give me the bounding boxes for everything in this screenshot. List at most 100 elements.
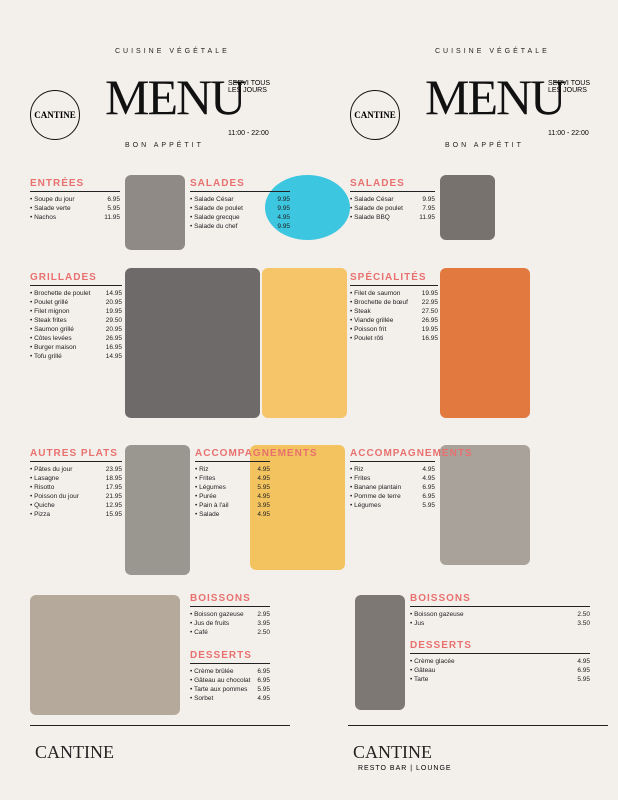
- photo: [440, 268, 530, 418]
- menu-item: Salade de poulet 9.95: [190, 204, 290, 213]
- menu-item: Lasagne 18.95: [30, 474, 122, 483]
- menu-item: Tarte aux pommes 5.95: [190, 685, 270, 694]
- menu-item: Salade du chef 9.95: [190, 222, 290, 231]
- menu-item: Salade BBQ 11.95: [350, 213, 435, 222]
- menu-section: SALADES Salade César 9.95 Salade de poulet 7…: [350, 178, 435, 222]
- item-name: Banane plantain: [350, 483, 401, 492]
- tagline: CUISINE VÉGÉTALE: [115, 48, 230, 55]
- menu-item: Steak 27.50: [350, 307, 438, 316]
- item-name: Salade grecque: [190, 213, 240, 222]
- menu-item: Brochette de poulet 14.95: [30, 289, 122, 298]
- item-price: 6.95: [422, 493, 435, 500]
- menu-item: Poulet grillé 20.95: [30, 298, 122, 307]
- menu-item: Filet de saumon 19.95: [350, 289, 438, 298]
- menu-item: Tarte 5.95: [410, 675, 590, 684]
- item-name: Gâteau: [410, 666, 435, 675]
- item-name: Salade César: [190, 195, 233, 204]
- item-name: Côtes levées: [30, 334, 72, 343]
- item-price: 4.95: [422, 475, 435, 482]
- item-name: Gâteau au chocolat: [190, 676, 250, 685]
- menu-section: DESSERTS Crème glacée 4.95 Gâteau 6.95 Tarte 5…: [410, 640, 590, 684]
- heading-text: SPÉCIALITÉS: [350, 272, 427, 283]
- heading-text: AUTRES PLATS: [30, 448, 118, 459]
- menu-item: Salade César 9.95: [190, 195, 290, 204]
- photo: [250, 445, 345, 570]
- menu-item: Gâteau au chocolat 6.95: [190, 676, 270, 685]
- item-price: 7.95: [422, 205, 435, 212]
- logo-text: CANTINE: [34, 110, 76, 120]
- item-name: Pizza: [30, 510, 50, 519]
- item-name: Poisson frit: [350, 325, 386, 334]
- item-price: 2.50: [577, 611, 590, 618]
- item-name: Brochette de bœuf: [350, 298, 408, 307]
- menu-item: Salade de poulet 7.95: [350, 204, 435, 213]
- footer-line: [348, 725, 608, 726]
- subtitle: BON APPÉTIT: [445, 142, 524, 149]
- menu-item: Pâtes du jour 23.95: [30, 465, 122, 474]
- menu-item: Pizza 15.95: [30, 510, 122, 519]
- heading-text: ACCOMPAGNEMENTS: [350, 448, 473, 459]
- item-name: Tarte aux pommes: [190, 685, 247, 694]
- item-price: 4.95: [257, 466, 270, 473]
- photo: [440, 175, 495, 240]
- item-price: 3.95: [257, 502, 270, 509]
- section-heading: BOISSONS: [410, 593, 590, 607]
- item-price: 5.95: [257, 484, 270, 491]
- photo: [440, 445, 530, 565]
- item-name: Salade de poulet: [350, 204, 403, 213]
- item-name: Filet de saumon: [350, 289, 400, 298]
- menu-item: Steak frites 29.50: [30, 316, 122, 325]
- item-name: Steak: [350, 307, 371, 316]
- footer-note: RESTO BAR | LOUNGE: [358, 765, 452, 772]
- menu-item: Crème glacée 4.95: [410, 657, 590, 666]
- tagline: CUISINE VÉGÉTALE: [435, 48, 550, 55]
- heading-text: DESSERTS: [410, 640, 472, 651]
- item-name: Saumon grillé: [30, 325, 74, 334]
- item-name: Café: [190, 628, 208, 637]
- menu-item: Salade 4.95: [195, 510, 270, 519]
- item-price: 19.95: [421, 290, 438, 297]
- heading-text: BOISSONS: [190, 593, 251, 604]
- footer-line: [30, 725, 290, 726]
- item-price: 6.95: [107, 196, 120, 203]
- menu-item: Banane plantain 6.95: [350, 483, 435, 492]
- menu-item: Poulet rôti 16.95: [350, 334, 438, 343]
- item-name: Poulet rôti: [350, 334, 383, 343]
- section-heading: ACCOMPAGNEMENTS: [195, 448, 317, 462]
- section-heading: DESSERTS: [410, 640, 590, 654]
- item-name: Risotto: [30, 483, 54, 492]
- menu-section: SPÉCIALITÉS Filet de saumon 19.95 Brochette…: [350, 272, 438, 343]
- menu-item: Jus de fruits 3.95: [190, 619, 270, 628]
- side-text: SERVI TOUS LES JOURS: [228, 80, 271, 94]
- heading-text: SALADES: [190, 178, 245, 189]
- item-name: Salade de poulet: [190, 204, 243, 213]
- menu-item: Pain à l'ail 3.95: [195, 501, 270, 510]
- item-price: 4.95: [257, 493, 270, 500]
- menu-item: Poisson du jour 21.95: [30, 492, 122, 501]
- heading-text: ENTRÉES: [30, 178, 85, 189]
- item-price: 17.95: [105, 484, 122, 491]
- menu-item: Quiche 12.95: [30, 501, 122, 510]
- item-price: 2.50: [257, 629, 270, 636]
- section-heading: ENTRÉES: [30, 178, 120, 192]
- item-price: 26.95: [421, 317, 438, 324]
- menu-item: Jus 3.50: [410, 619, 590, 628]
- item-price: 4.95: [422, 466, 435, 473]
- item-price: 9.95: [422, 196, 435, 203]
- heading-text: DESSERTS: [190, 650, 252, 661]
- menu-item: Pomme de terre 6.95: [350, 492, 435, 501]
- item-price: 5.95: [577, 676, 590, 683]
- menu-section: AUTRES PLATS Pâtes du jour 23.95 Lasagne 18.…: [30, 448, 122, 519]
- menu-item: Légumes 5.95: [350, 501, 435, 510]
- menu-item: Tofu grillé 14.95: [30, 352, 122, 361]
- item-price: 4.95: [257, 695, 270, 702]
- section-heading: SALADES: [350, 178, 435, 192]
- section-heading: ACCOMPAGNEMENTS: [350, 448, 472, 462]
- item-price: 23.95: [105, 466, 122, 473]
- menu-item: Côtes levées 26.95: [30, 334, 122, 343]
- item-price: 4.95: [257, 475, 270, 482]
- menu-section: BOISSONS Boisson gazeuse 2.50 Jus 3.50: [410, 593, 590, 628]
- menu-section: ACCOMPAGNEMENTSRiz4.95Frites4.95Banane p…: [350, 448, 472, 510]
- menu-item: Burger maison 16.95: [30, 343, 122, 352]
